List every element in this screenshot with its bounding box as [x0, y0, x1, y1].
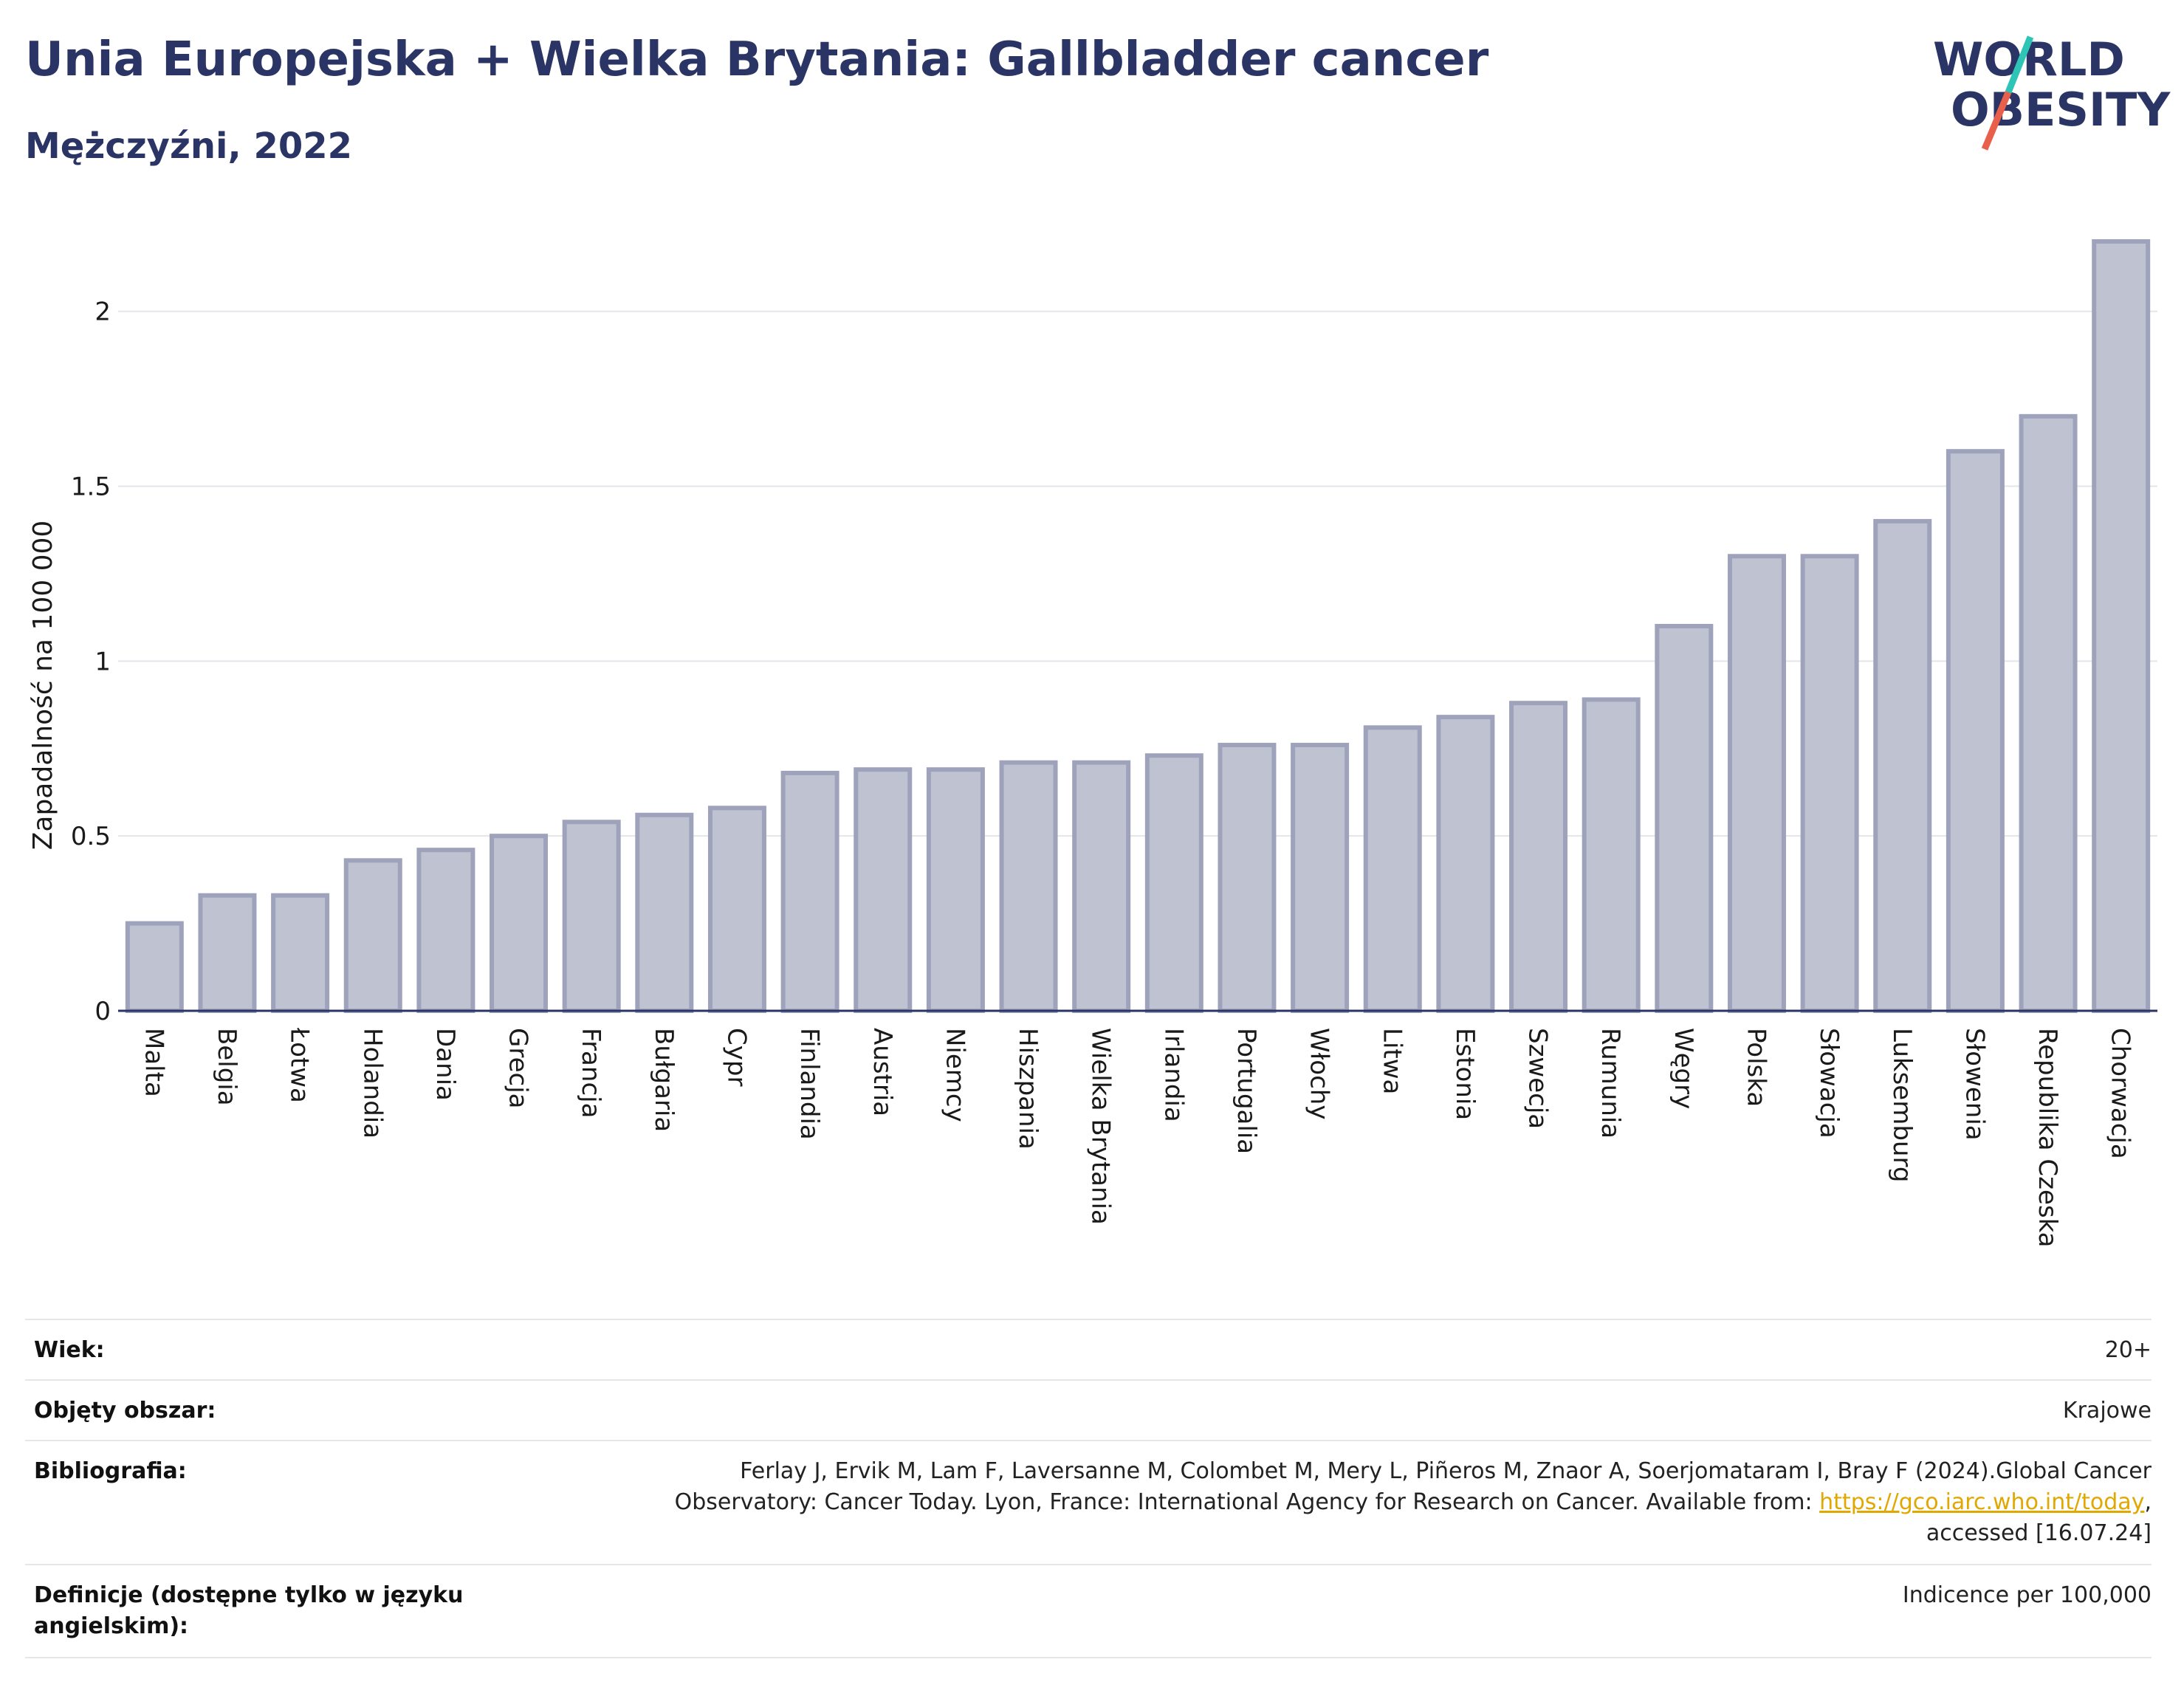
x-tick-label: Węgry: [1669, 1028, 1698, 1109]
x-tick-label: Bułgaria: [649, 1028, 679, 1132]
x-tick-label: Irlandia: [1158, 1028, 1188, 1122]
metadata-table: Wiek: 20+ Objęty obszar: Krajowe Bibliog…: [25, 1319, 2152, 1658]
y-tick-label: 0.5: [71, 822, 111, 851]
x-tick-label: Chorwacja: [2106, 1028, 2135, 1159]
bar[interactable]: [2019, 413, 2078, 1013]
bar[interactable]: [1072, 760, 1131, 1013]
bar[interactable]: [780, 770, 839, 1013]
x-tick-label: Belgia: [212, 1028, 241, 1106]
x-tick-label: Republika Czeska: [2033, 1028, 2062, 1248]
x-tick-label: Rumunia: [1596, 1028, 1625, 1139]
bar[interactable]: [854, 767, 913, 1013]
bar[interactable]: [125, 921, 184, 1014]
bar[interactable]: [707, 806, 766, 1013]
y-tick-label: 1: [95, 647, 111, 676]
bar[interactable]: [1727, 554, 1786, 1013]
x-tick-label: Estonia: [1450, 1028, 1480, 1120]
bar[interactable]: [926, 767, 985, 1013]
x-tick-label: Włochy: [1305, 1028, 1334, 1119]
x-tick-label: Litwa: [1377, 1028, 1407, 1094]
chart-title: Unia Europejska + Wielka Brytania: Gallb…: [25, 32, 1489, 87]
meta-age-value: 20+: [2104, 1337, 2152, 1363]
bar[interactable]: [490, 834, 549, 1013]
bibliography-line-2-text: Observatory: Cancer Today. Lyon, France:…: [674, 1489, 1820, 1515]
bar[interactable]: [1509, 701, 1568, 1013]
x-tick-label: Dania: [430, 1028, 460, 1101]
bar[interactable]: [1218, 743, 1277, 1013]
x-tick-label: Słowacja: [1814, 1028, 1844, 1139]
x-tick-label: Holandia: [357, 1028, 387, 1139]
bibliography-line-3: accessed [16.07.24]: [1926, 1520, 2152, 1546]
x-tick-label: Portugalia: [1232, 1028, 1261, 1154]
meta-area-label: Objęty obszar:: [34, 1398, 216, 1424]
meta-row-definitions: Definicje (dostępne tylko w języku angie…: [25, 1564, 2152, 1658]
y-tick-label: 0: [95, 997, 111, 1026]
x-tick-label: Grecja: [504, 1028, 533, 1108]
meta-area-value: Krajowe: [2062, 1398, 2152, 1424]
x-tick-label: Austria: [868, 1028, 897, 1116]
bar[interactable]: [562, 820, 621, 1013]
x-tick-label: Finlandia: [794, 1028, 824, 1140]
x-tick-label: Łotwa: [285, 1027, 315, 1103]
bar[interactable]: [198, 893, 257, 1013]
x-tick-label: Niemcy: [940, 1028, 969, 1122]
meta-row-bibliography: Bibliografia: Ferlay J, Ervik M, Lam F, …: [25, 1440, 2152, 1565]
bar[interactable]: [1436, 715, 1495, 1013]
bar[interactable]: [1946, 449, 2005, 1013]
bibliography-line-1: Ferlay J, Ervik M, Lam F, Laversanne M, …: [740, 1458, 2152, 1484]
bar[interactable]: [1873, 518, 1932, 1013]
y-axis-label: Zapadalność na 100 000: [28, 521, 58, 851]
bar[interactable]: [271, 893, 330, 1013]
x-tick-label: Hiszpania: [1013, 1028, 1043, 1150]
meta-definitions-value: Indicence per 100,000: [1902, 1582, 2152, 1608]
y-tick-labels: 0 0.5 1 1.5 2: [71, 298, 111, 1026]
x-tick-labels: Malta Belgia Łotwa Holandia Dania Grecja Franc…: [139, 1027, 2135, 1248]
x-tick-label: Słowenia: [1960, 1028, 1989, 1141]
x-tick-label: Luksemburg: [1887, 1028, 1917, 1182]
bar[interactable]: [1144, 753, 1203, 1014]
meta-bibliography-label: Bibliografia:: [34, 1458, 187, 1484]
meta-row-age: Wiek: 20+: [25, 1319, 2152, 1381]
bar[interactable]: [635, 812, 694, 1014]
logo-text-obesity: OBESITY: [1951, 83, 2171, 137]
meta-bibliography-value: Ferlay J, Ervik M, Lam F, Laversanne M, …: [675, 1456, 2152, 1549]
x-tick-label: Polska: [1741, 1028, 1771, 1107]
bibliography-line-2: Observatory: Cancer Today. Lyon, France:…: [675, 1487, 2152, 1518]
bar[interactable]: [343, 858, 402, 1013]
chart-subtitle: Mężczyźni, 2022: [25, 126, 353, 167]
bar[interactable]: [416, 848, 475, 1014]
bars: [125, 239, 2151, 1014]
bibliography-line-2-suffix: ,: [2144, 1489, 2152, 1515]
y-tick-label: 1.5: [71, 473, 111, 502]
bibliography-link[interactable]: https://gco.iarc.who.int/today: [1819, 1489, 2145, 1515]
meta-age-label: Wiek:: [34, 1337, 105, 1363]
x-tick-label: Francja: [576, 1028, 605, 1118]
bar[interactable]: [1655, 624, 1714, 1013]
definitions-label-line-2: angielskim):: [34, 1613, 189, 1639]
x-tick-label: Wielka Brytania: [1086, 1028, 1116, 1225]
x-tick-label: Szwecja: [1523, 1028, 1553, 1129]
bar-chart: 0 0.5 1 1.5 2 Malta Belgia Łotwa Holandia Dania G…: [28, 239, 2157, 1248]
bar[interactable]: [1582, 697, 1641, 1013]
logo-slash-bottom: [1981, 91, 2012, 151]
bar[interactable]: [1291, 743, 1350, 1013]
world-obesity-logo: WORLD OBESITY: [1933, 32, 2171, 151]
bar[interactable]: [1800, 554, 1859, 1013]
x-tick-label: Malta: [139, 1028, 168, 1097]
meta-row-area: Objęty obszar: Krajowe: [25, 1379, 2152, 1441]
definitions-label-line-1: Definicje (dostępne tylko w języku: [34, 1582, 464, 1608]
meta-definitions-label: Definicje (dostępne tylko w języku angie…: [34, 1580, 463, 1642]
bar[interactable]: [2092, 239, 2151, 1013]
bar[interactable]: [999, 760, 1058, 1013]
bar[interactable]: [1363, 725, 1422, 1013]
x-tick-label: Cypr: [721, 1028, 751, 1086]
logo-slash-top: [2005, 35, 2034, 94]
y-tick-label: 2: [95, 298, 111, 327]
